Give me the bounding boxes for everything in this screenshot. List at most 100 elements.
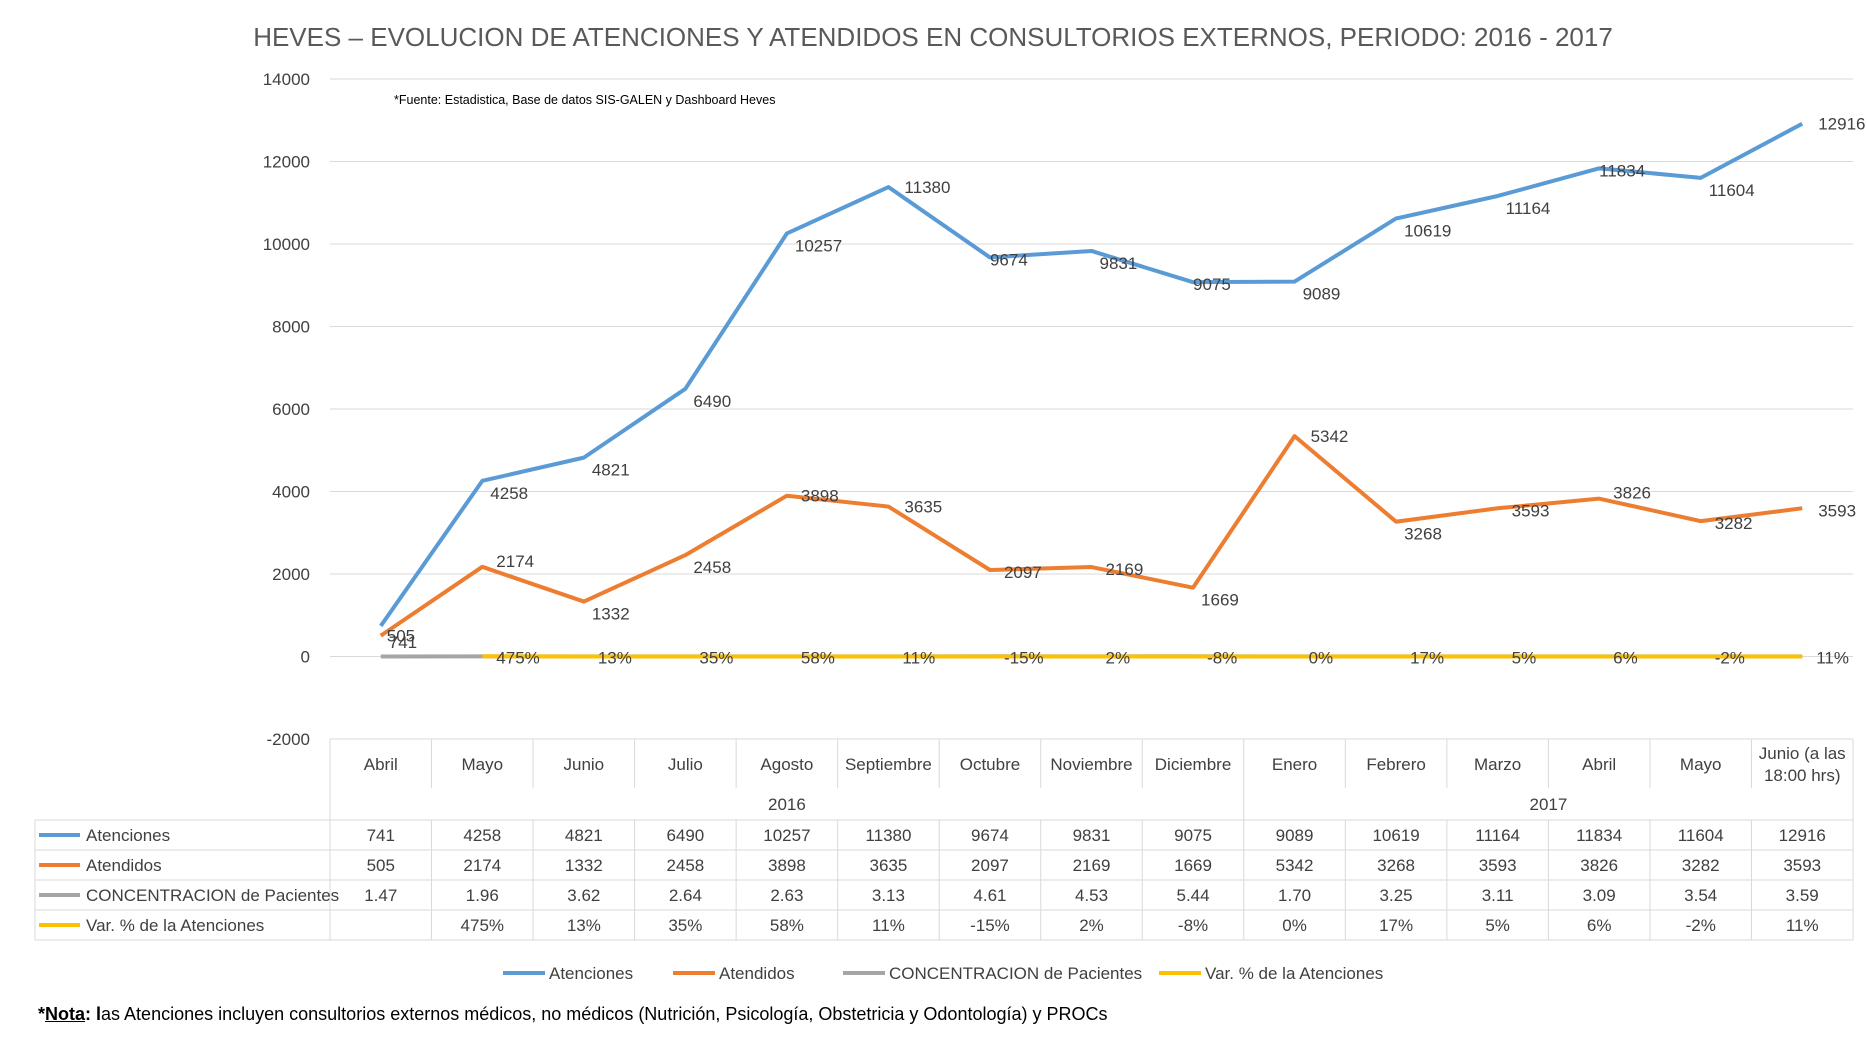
data-label-atenciones: 9831 [1100, 254, 1138, 273]
table-row-label: CONCENTRACION de Pacientes [86, 886, 339, 905]
table-cell: 1.96 [466, 886, 499, 905]
table-cell: 11% [872, 916, 905, 935]
table-cell: 4258 [463, 826, 501, 845]
x-category-label: Junio [564, 755, 605, 774]
data-label-atendidos: 3282 [1715, 514, 1753, 533]
table-cell: -2% [1686, 916, 1716, 935]
table-cell: 3.59 [1786, 886, 1819, 905]
table-cell: 2169 [1073, 856, 1111, 875]
x-category-label: Noviembre [1050, 755, 1132, 774]
footnote-first-letter: l [96, 1004, 102, 1024]
table-cell: 5% [1485, 916, 1510, 935]
data-label-atenciones: 10619 [1404, 221, 1451, 240]
table-cell: 3.25 [1380, 886, 1413, 905]
x-category-label: Julio [668, 755, 703, 774]
data-label-var: 58% [801, 649, 835, 668]
table-cell: 2097 [971, 856, 1009, 875]
data-label-atendidos: 2174 [496, 552, 534, 571]
table-cell: 3593 [1783, 856, 1821, 875]
data-label-atenciones: 11604 [1709, 181, 1755, 200]
chart-title: HEVES – EVOLUCION DE ATENCIONES Y ATENDI… [253, 22, 1613, 52]
table-cell: 3.54 [1684, 886, 1717, 905]
data-label-var: 35% [699, 649, 733, 668]
y-tick-label: 14000 [263, 70, 310, 89]
data-label-atenciones: 12916 [1818, 115, 1865, 134]
table-cell: 10619 [1372, 826, 1419, 845]
table-cell: 11% [1786, 916, 1819, 935]
table-cell: 505 [367, 856, 395, 875]
table-cell: 3.62 [567, 886, 600, 905]
x-category-label: Mayo [462, 755, 504, 774]
table-cell: 1669 [1174, 856, 1212, 875]
data-label-atendidos: 3268 [1404, 525, 1442, 544]
data-label-var: -8% [1207, 649, 1237, 668]
data-label-atendidos: 3635 [904, 498, 942, 517]
data-label-atenciones: 9674 [990, 250, 1028, 269]
table-cell: 35% [668, 916, 702, 935]
table-cell: 1.47 [364, 886, 397, 905]
data-label-atendidos: 3826 [1613, 484, 1651, 503]
table-cell: 9075 [1174, 826, 1212, 845]
table-cell: 10257 [763, 826, 810, 845]
data-label-var: 0% [1309, 649, 1334, 668]
data-label-var: 2% [1106, 649, 1131, 668]
data-label-atenciones: 10257 [795, 236, 842, 255]
table-cell: 2458 [666, 856, 704, 875]
y-tick-label: -2000 [267, 730, 310, 749]
table-row-label: Atenciones [86, 826, 170, 845]
y-tick-label: 0 [301, 648, 310, 667]
table-cell: 3635 [870, 856, 908, 875]
data-label-atendidos: 3593 [1818, 501, 1856, 520]
table-cell: 3.11 [1482, 886, 1514, 905]
x-year-label: 2016 [768, 795, 806, 814]
table-cell: 5342 [1276, 856, 1314, 875]
data-label-atendidos: 505 [387, 627, 415, 646]
x-category-label: Febrero [1366, 755, 1426, 774]
data-label-atendidos: 3898 [801, 487, 839, 506]
y-tick-label: 8000 [272, 318, 310, 337]
table-cell: 6490 [666, 826, 704, 845]
table-cell: 741 [367, 826, 395, 845]
y-tick-label: 10000 [263, 235, 310, 254]
data-label-atenciones: 9089 [1303, 285, 1341, 304]
series-line-atendidos [379, 434, 1803, 638]
data-label-atendidos: 1669 [1201, 591, 1239, 610]
table-cell: 3593 [1479, 856, 1517, 875]
table-cell: 13% [567, 916, 601, 935]
table-cell: 17% [1379, 916, 1413, 935]
table-cell: 11604 [1678, 826, 1724, 845]
table-cell: 2.63 [770, 886, 803, 905]
data-label-atenciones: 4258 [490, 484, 528, 503]
x-year-label: 2017 [1529, 795, 1567, 814]
x-category-label: Diciembre [1155, 755, 1232, 774]
x-category-label: Abril [364, 755, 398, 774]
table-cell: 1332 [565, 856, 603, 875]
x-category-label: 18:00 hrs) [1764, 766, 1841, 785]
data-label-atenciones: 4821 [592, 461, 630, 480]
table-cell: 11380 [865, 826, 911, 845]
data-label-atenciones: 6490 [693, 392, 731, 411]
table-cell: 2% [1079, 916, 1104, 935]
data-label-var: 5% [1512, 649, 1537, 668]
footnote: *Nota: las Atenciones incluyen consultor… [38, 1004, 1108, 1025]
data-label-atenciones: 11164 [1506, 199, 1551, 218]
x-category-label: Marzo [1474, 755, 1521, 774]
table-cell: 11164 [1475, 826, 1520, 845]
table-cell: 3898 [768, 856, 806, 875]
table-cell: 5.44 [1176, 886, 1209, 905]
data-label-var: 11% [902, 649, 935, 668]
data-label-var: -2% [1715, 649, 1745, 668]
x-category-label: Septiembre [845, 755, 932, 774]
data-label-var: 6% [1613, 649, 1638, 668]
footnote-label: Nota [45, 1004, 86, 1024]
data-label-var: 13% [598, 649, 632, 668]
x-category-label: Enero [1272, 755, 1317, 774]
y-tick-label: 2000 [272, 565, 310, 584]
table-cell: 3282 [1682, 856, 1720, 875]
table-cell: 0% [1282, 916, 1307, 935]
table-cell: 9674 [971, 826, 1009, 845]
table-cell: -15% [970, 916, 1010, 935]
footnote-text: as Atenciones incluyen consultorios exte… [101, 1004, 1108, 1024]
table-cell: 3.13 [872, 886, 905, 905]
legend-label: CONCENTRACION de Pacientes [889, 964, 1142, 983]
